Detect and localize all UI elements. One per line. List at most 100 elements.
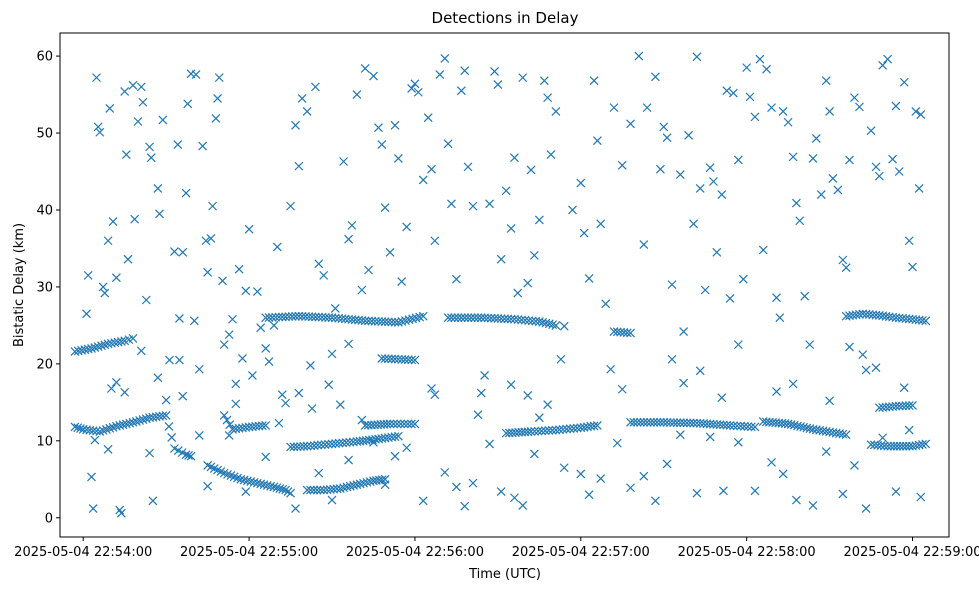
data-point xyxy=(700,285,710,295)
data-point xyxy=(634,51,644,61)
data-point xyxy=(517,315,526,325)
data-point xyxy=(374,316,383,326)
data-point xyxy=(301,312,310,321)
data-point xyxy=(382,419,392,429)
data-point xyxy=(898,401,907,411)
data-point xyxy=(534,413,544,423)
data-point xyxy=(93,122,103,132)
data-point xyxy=(349,481,358,490)
data-point xyxy=(772,293,781,303)
data-point xyxy=(283,487,293,497)
data-point xyxy=(725,421,735,430)
data-point xyxy=(483,313,493,323)
data-point xyxy=(651,72,660,82)
data-point xyxy=(418,175,428,185)
data-point xyxy=(520,315,530,325)
data-point xyxy=(310,82,320,92)
data-point xyxy=(891,401,901,411)
data-point xyxy=(274,312,284,322)
data-point xyxy=(374,123,383,133)
data-point xyxy=(324,439,333,449)
data-point xyxy=(294,161,304,171)
data-point xyxy=(241,286,251,296)
data-point xyxy=(161,395,171,405)
data-point xyxy=(357,285,367,295)
data-point xyxy=(506,224,516,233)
data-point xyxy=(579,228,589,238)
data-point xyxy=(410,419,420,429)
data-point xyxy=(430,236,440,246)
data-point xyxy=(533,426,543,436)
data-point xyxy=(719,486,728,496)
data-point xyxy=(899,77,909,87)
data-point xyxy=(238,354,247,363)
data-point xyxy=(244,224,254,234)
data-point xyxy=(447,313,456,323)
data-point xyxy=(828,174,838,183)
data-point xyxy=(286,201,295,211)
data-point xyxy=(102,425,111,434)
data-point xyxy=(242,476,252,486)
data-point xyxy=(327,495,337,505)
data-point xyxy=(400,355,410,364)
x-tick-label: 2025-05-04 22:59:00 xyxy=(843,545,979,560)
data-point xyxy=(174,355,184,365)
data-point xyxy=(252,478,262,488)
data-point xyxy=(224,330,234,340)
data-point xyxy=(136,82,146,92)
data-point xyxy=(73,423,83,433)
data-point xyxy=(576,469,586,479)
data-point xyxy=(891,487,901,497)
data-point xyxy=(722,420,732,430)
data-point xyxy=(269,482,279,492)
data-point xyxy=(95,127,105,137)
data-point xyxy=(451,482,461,492)
data-point xyxy=(845,342,854,352)
data-point xyxy=(338,438,348,448)
data-point xyxy=(544,426,554,435)
data-point xyxy=(342,482,352,492)
data-point xyxy=(778,469,788,479)
data-point xyxy=(639,471,649,481)
data-point xyxy=(655,164,665,174)
data-point xyxy=(788,152,798,162)
data-point xyxy=(304,312,314,322)
data-point xyxy=(617,384,627,394)
data-point xyxy=(543,400,553,410)
data-point xyxy=(500,314,509,324)
data-point xyxy=(738,274,748,284)
x-tick-label: 2025-05-04 22:55:00 xyxy=(180,545,318,560)
data-point xyxy=(548,320,558,330)
data-point xyxy=(523,427,533,437)
data-point xyxy=(153,184,163,193)
data-point xyxy=(331,439,340,448)
data-point xyxy=(291,120,300,130)
data-point xyxy=(158,115,168,125)
data-point xyxy=(501,186,511,196)
data-point xyxy=(506,314,516,324)
data-point xyxy=(568,205,577,215)
data-point xyxy=(709,177,718,186)
data-point xyxy=(219,410,229,420)
data-point xyxy=(345,437,355,447)
data-point xyxy=(665,418,675,427)
data-point xyxy=(291,311,300,321)
y-tick-label: 30 xyxy=(36,280,53,295)
data-point xyxy=(403,419,413,429)
data-point xyxy=(408,314,417,324)
data-point xyxy=(222,415,232,425)
data-point xyxy=(286,488,295,498)
data-point xyxy=(460,313,470,323)
data-point xyxy=(83,270,93,280)
data-point xyxy=(783,117,793,127)
data-point xyxy=(377,354,387,363)
data-point xyxy=(712,247,722,257)
data-point xyxy=(191,70,201,79)
data-point xyxy=(231,399,241,409)
data-point xyxy=(795,216,805,226)
data-point xyxy=(617,160,627,170)
data-point xyxy=(411,313,421,323)
data-point xyxy=(105,103,115,113)
data-point xyxy=(871,162,881,172)
y-axis-label: Bistatic Delay (km) xyxy=(12,223,27,347)
